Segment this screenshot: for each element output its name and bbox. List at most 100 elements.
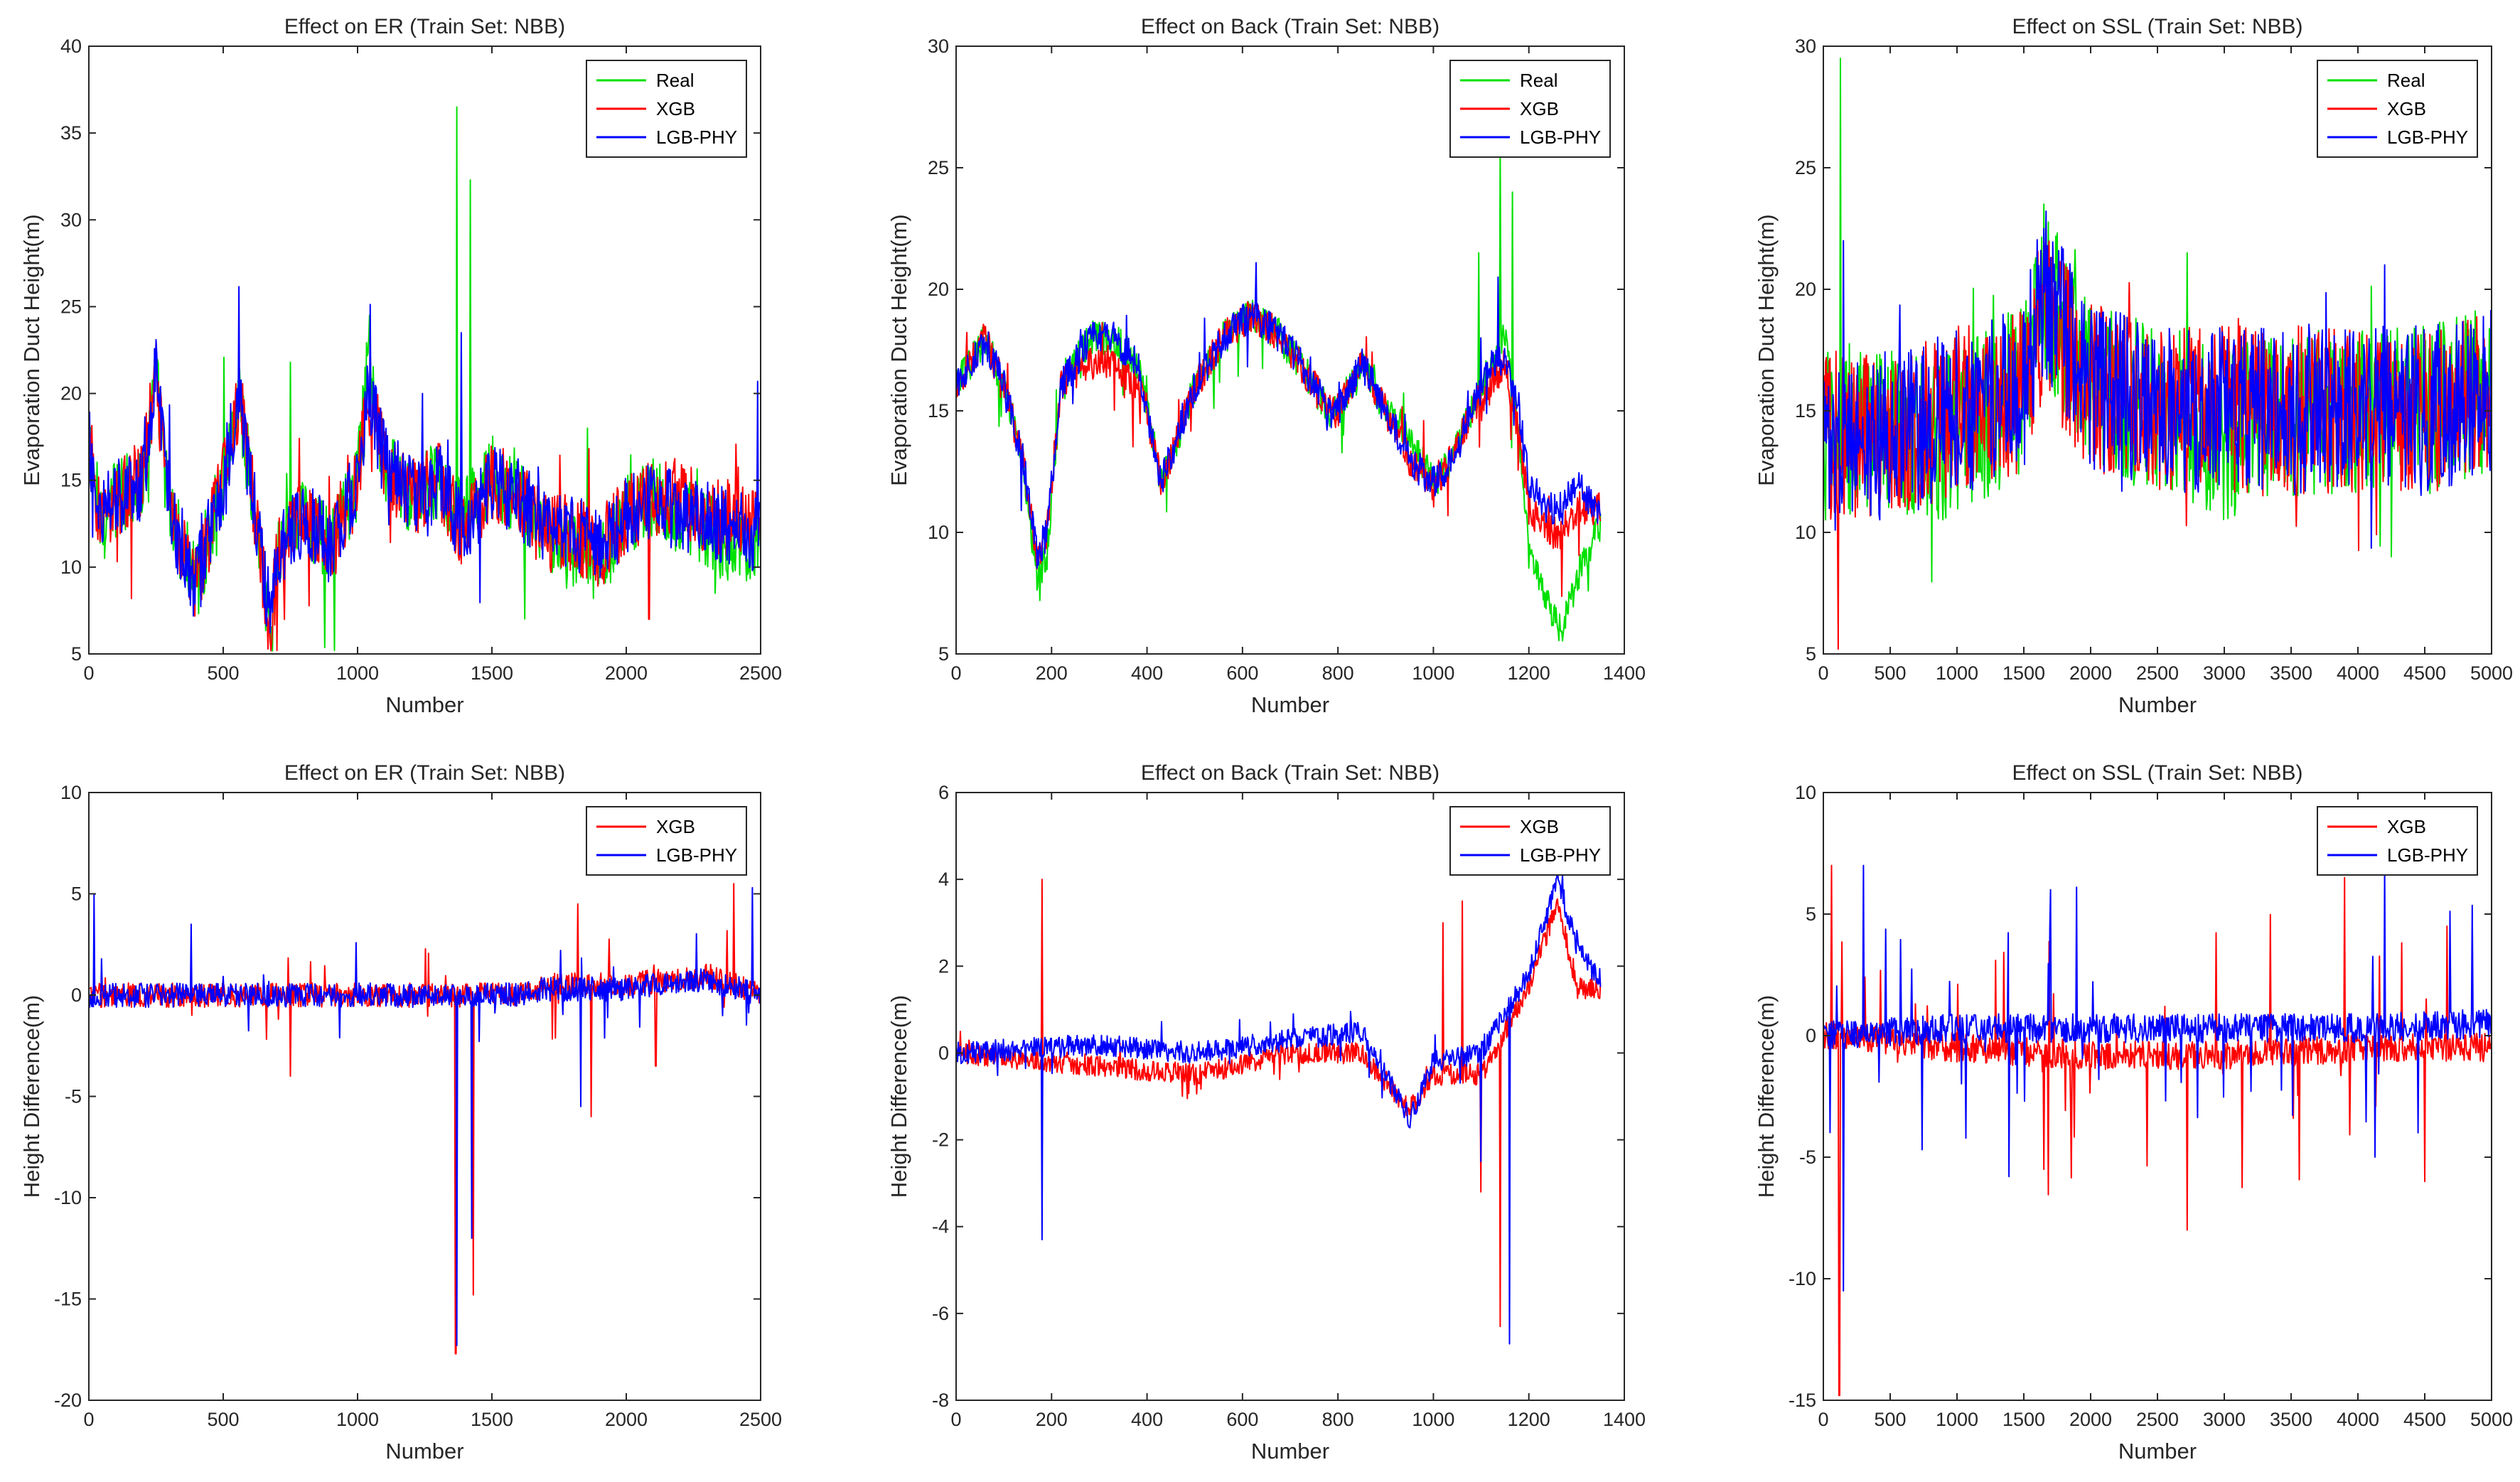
x-tick-label: 1200 — [1508, 662, 1550, 684]
series-line-lgb-phy — [956, 262, 1602, 569]
legend-label: XGB — [1520, 816, 1559, 837]
y-tick-label: 0 — [71, 984, 82, 1006]
y-tick-label: 30 — [1795, 36, 1816, 57]
x-tick-label: 2500 — [2136, 1409, 2179, 1430]
x-tick-label: 3500 — [2270, 1409, 2312, 1430]
legend-label: LGB-PHY — [656, 127, 737, 148]
x-tick-label: 600 — [1226, 662, 1258, 684]
y-tick-label: -15 — [54, 1289, 82, 1310]
y-tick-label: -10 — [1789, 1268, 1816, 1289]
x-axis-label: Number — [2118, 1439, 2197, 1464]
x-tick-label: 0 — [950, 662, 961, 684]
y-tick-label: 30 — [928, 36, 949, 57]
axes-box — [955, 792, 1625, 1401]
legend-label: XGB — [1520, 98, 1559, 119]
x-tick-label: 500 — [1874, 1409, 1906, 1430]
x-tick-label: 0 — [1818, 1409, 1828, 1430]
x-tick-label: 1000 — [336, 662, 379, 684]
series-line-real — [956, 147, 1602, 642]
y-tick-label: -5 — [65, 1086, 82, 1107]
series-group — [1823, 864, 2492, 1397]
x-axis-label: Number — [1251, 1439, 1329, 1464]
y-tick-label: 15 — [1795, 400, 1816, 421]
y-tick-label: 20 — [60, 383, 82, 404]
x-tick-label: 2000 — [605, 1409, 648, 1430]
chart-title: Effect on SSL (Train Set: NBB) — [2012, 761, 2302, 785]
y-tick-label: 30 — [60, 209, 82, 230]
series-group — [956, 147, 1602, 642]
axes-box — [88, 45, 761, 655]
x-tick-label: 4000 — [2337, 662, 2379, 684]
legend-label: XGB — [656, 816, 695, 837]
legend: Real XGB LGB-PHY — [586, 60, 747, 158]
y-tick-label: 2 — [938, 955, 949, 977]
y-tick-label: -15 — [1789, 1390, 1816, 1411]
series-group — [89, 106, 761, 652]
legend-label: LGB-PHY — [1520, 844, 1601, 866]
x-tick-label: 500 — [207, 662, 239, 684]
series-line-lgb-phy — [89, 886, 761, 1346]
legend-label: Real — [1520, 70, 1557, 91]
legend-label: LGB-PHY — [656, 844, 737, 866]
legend-label: XGB — [2387, 98, 2426, 119]
series-line-lgb-phy — [1823, 210, 2492, 549]
y-axis-label: Evaporation Duct Height(m) — [19, 214, 44, 486]
y-tick-label: 15 — [60, 470, 82, 491]
y-tick-label: -8 — [932, 1390, 949, 1411]
y-tick-label: 10 — [1795, 522, 1816, 543]
legend-label: XGB — [2387, 816, 2426, 837]
y-tick-label: -5 — [1799, 1147, 1816, 1168]
x-tick-label: 1200 — [1508, 1409, 1550, 1430]
x-tick-label: 1000 — [1412, 1409, 1454, 1430]
legend: XGB LGB-PHY — [1449, 806, 1611, 876]
x-tick-label: 500 — [207, 1409, 239, 1430]
y-tick-label: 5 — [71, 884, 82, 905]
y-axis-label: Height Difference(m) — [19, 995, 44, 1198]
chart-panel-4: Effect on ER (Train Set: NBB) 0 500 1000 150… — [19, 761, 782, 1464]
y-tick-label: 25 — [928, 157, 949, 178]
x-tick-label: 1000 — [1936, 662, 1978, 684]
series-line-lgb-phy — [956, 868, 1602, 1345]
y-axis-label: Height Difference(m) — [1754, 995, 1779, 1198]
legend-label: Real — [656, 70, 694, 91]
y-tick-label: 0 — [1806, 1025, 1816, 1046]
y-tick-label: 10 — [60, 557, 82, 578]
x-tick-label: 1400 — [1603, 662, 1646, 684]
x-tick-label: 1500 — [2002, 1409, 2045, 1430]
y-tick-label: 20 — [1795, 279, 1816, 300]
x-tick-label: 2500 — [739, 662, 782, 684]
series-line-xgb — [956, 879, 1602, 1328]
x-axis-label: Number — [385, 692, 463, 717]
x-tick-label: 1400 — [1603, 1409, 1646, 1430]
series-line-lgb-phy — [89, 286, 761, 634]
chart-panel-5: Effect on Back (Train Set: NBB)0 200 400 60… — [886, 761, 1646, 1464]
y-tick-label: 10 — [928, 522, 949, 543]
y-tick-label: 25 — [60, 296, 82, 317]
y-tick-label: -4 — [932, 1216, 949, 1237]
legend-label: XGB — [656, 98, 695, 119]
legend: XGB LGB-PHY — [2317, 806, 2478, 876]
legend: Real XGB LGB-PHY — [1449, 60, 1611, 158]
x-tick-label: 400 — [1131, 662, 1163, 684]
y-tick-label: 10 — [60, 782, 82, 803]
x-tick-label: 1000 — [1936, 1409, 1978, 1430]
legend: Real XGB LGB-PHY — [2317, 60, 2478, 158]
y-tick-label: 0 — [938, 1042, 949, 1063]
x-tick-label: 400 — [1131, 1409, 1163, 1430]
chart-panel-6: Effect on SSL (Train Set: NBB) 0 500 1000 15… — [1754, 761, 2513, 1464]
x-tick-label: 3000 — [2203, 1409, 2246, 1430]
series-line-xgb — [1823, 864, 2492, 1397]
x-tick-label: 2500 — [2136, 662, 2179, 684]
legend-label: LGB-PHY — [2387, 127, 2468, 148]
chart-title: Effect on SSL (Train Set: NBB) — [2012, 15, 2302, 38]
y-tick-label: -10 — [54, 1187, 82, 1208]
axes-box — [88, 792, 761, 1401]
axes-box — [955, 45, 1625, 655]
y-tick-label: 20 — [928, 279, 949, 300]
x-tick-label: 1000 — [336, 1409, 379, 1430]
chart-panel-3: Effect on SSL (Train Set: NBB) 0 500 1000 15… — [1754, 15, 2513, 717]
series-line-lgb-phy — [1823, 864, 2492, 1292]
legend-label: Real — [2387, 70, 2425, 91]
legend-box — [586, 806, 747, 876]
